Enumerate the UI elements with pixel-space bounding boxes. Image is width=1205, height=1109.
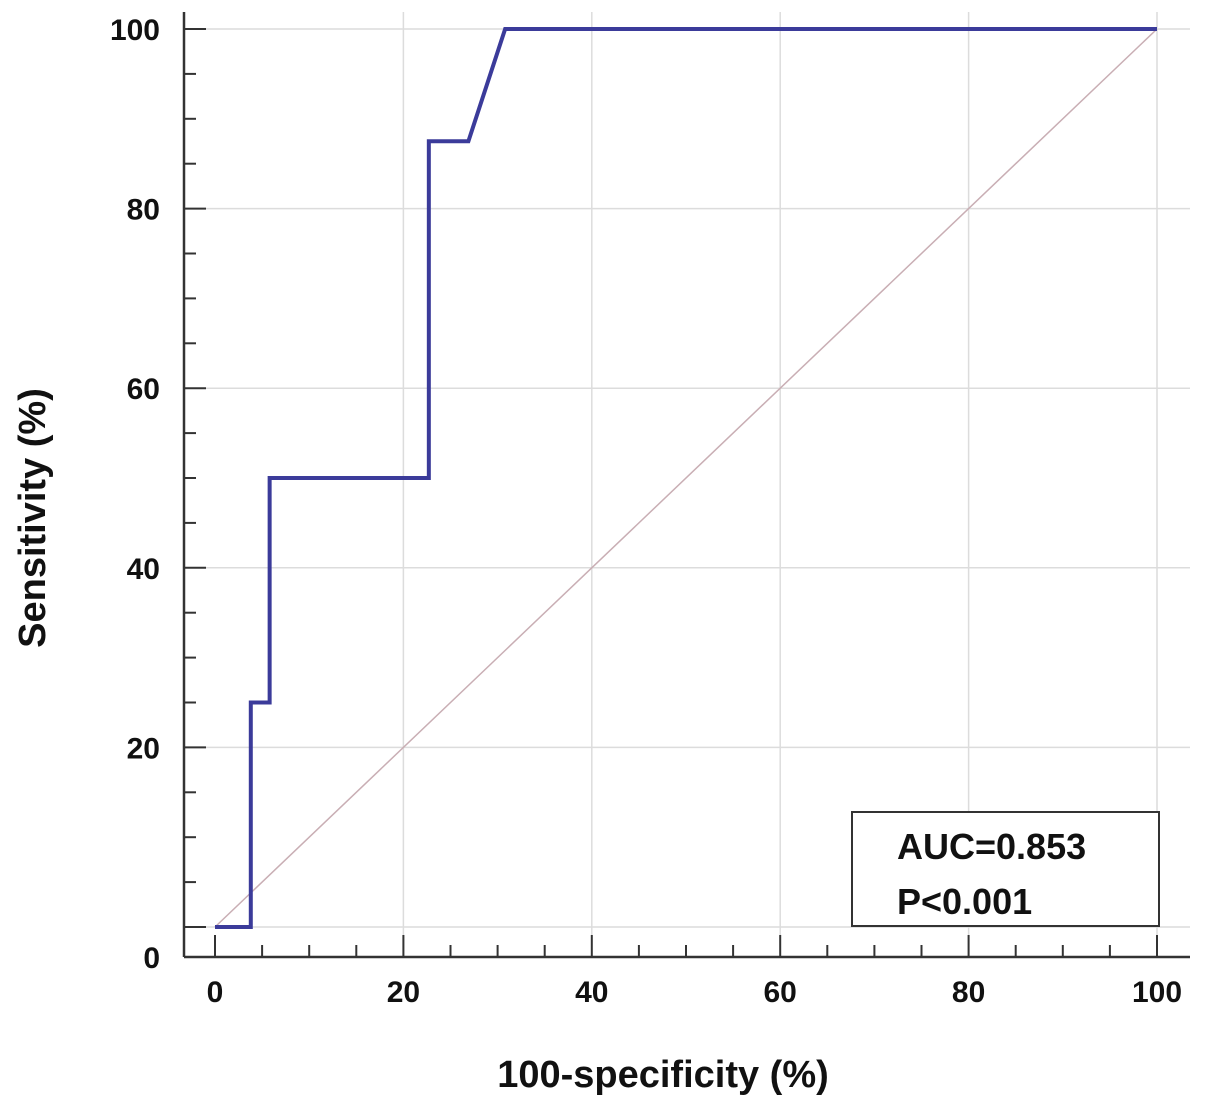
annotation-box: AUC=0.853 P<0.001 [851,811,1160,927]
y-tick-label-20: 20 [127,732,160,765]
auc-label: AUC=0.853 [897,826,1086,867]
y-axis-title: Sensitivity (%) [12,388,54,648]
x-tick-label-100: 100 [1132,976,1182,1009]
x-tick-label-40: 40 [575,976,608,1009]
y-tick-label-0: 0 [143,942,160,975]
y-tick-label-40: 40 [127,553,160,586]
y-tick-label-80: 80 [127,194,160,227]
x-tick-label-20: 20 [387,976,420,1009]
x-axis-title: 100-specificity (%) [497,1054,829,1096]
x-tick-label-60: 60 [764,976,797,1009]
roc-curve-line [215,27,1157,929]
p-value-label: P<0.001 [897,881,1032,922]
x-tick-label-0: 0 [207,976,224,1009]
ticks: 0 20 40 60 80 100 0 20 40 60 80 100 [110,14,1182,1009]
annotation-border [851,811,1160,927]
reference-diagonal-line [214,28,1158,928]
grid-lines [184,12,1190,957]
series [214,27,1158,929]
y-tick-label-100: 100 [110,14,160,47]
x-tick-label-80: 80 [952,976,985,1009]
y-tick-label-60: 60 [127,373,160,406]
